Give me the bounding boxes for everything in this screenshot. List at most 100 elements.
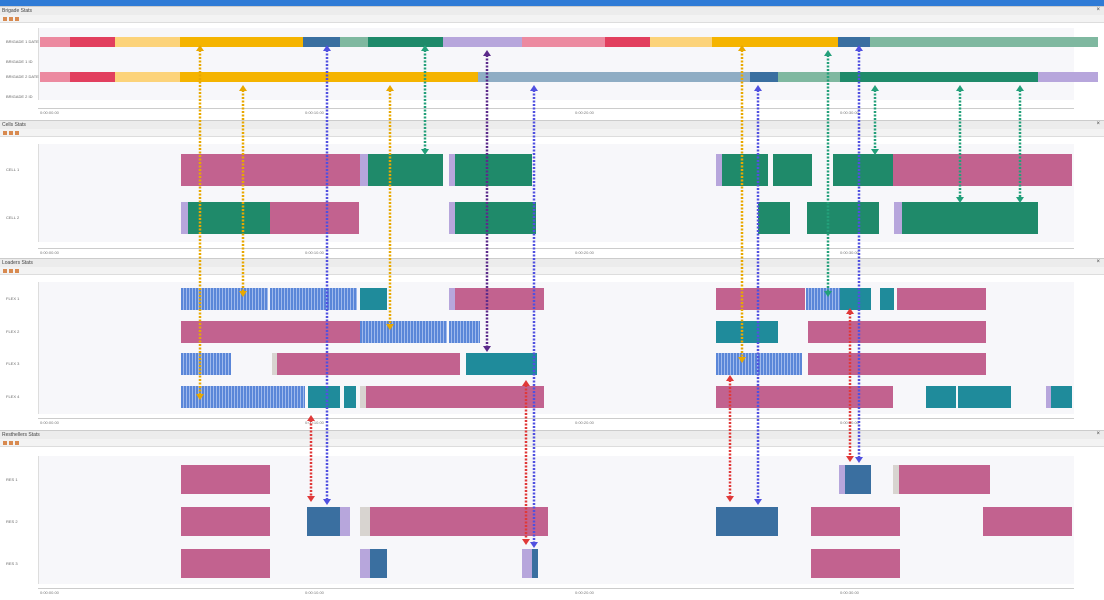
timeline-segment[interactable] xyxy=(532,549,538,578)
timeline-segment[interactable] xyxy=(360,507,370,536)
timeline-segment[interactable] xyxy=(181,549,270,578)
timeline-segment[interactable] xyxy=(894,202,902,234)
timeline-segment[interactable] xyxy=(1046,386,1051,408)
timeline-segment[interactable] xyxy=(344,386,356,408)
timeline-segment[interactable] xyxy=(758,202,790,234)
close-icon[interactable]: × xyxy=(1096,259,1100,265)
zoom-in-icon[interactable] xyxy=(3,16,7,21)
timeline-segment[interactable] xyxy=(893,154,1072,186)
timeline-segment[interactable] xyxy=(716,386,893,408)
timeline-segment[interactable] xyxy=(366,386,544,408)
timeline-segment[interactable] xyxy=(982,202,1038,234)
timeline-segment[interactable] xyxy=(850,202,879,234)
timeline-segment[interactable] xyxy=(70,37,115,47)
timeline-segment[interactable] xyxy=(838,37,870,47)
timeline-segment[interactable] xyxy=(180,37,303,47)
timeline-segment[interactable] xyxy=(115,72,180,82)
reset-icon[interactable] xyxy=(15,440,19,445)
timeline-segment[interactable] xyxy=(833,154,893,186)
zoom-out-icon[interactable] xyxy=(9,268,13,273)
timeline-segment[interactable] xyxy=(455,202,536,234)
timeline-segment[interactable] xyxy=(40,37,70,47)
timeline-segment[interactable] xyxy=(899,465,990,494)
timeline-segment[interactable] xyxy=(750,72,778,82)
timeline-segment[interactable] xyxy=(270,202,359,234)
timeline-segment[interactable] xyxy=(808,353,986,375)
timeline-segment[interactable] xyxy=(40,72,70,82)
timeline-segment[interactable] xyxy=(712,37,838,47)
timeline-segment[interactable] xyxy=(897,288,986,310)
panel-header[interactable]: Brigade Stats × xyxy=(0,7,1104,15)
zoom-out-icon[interactable] xyxy=(9,130,13,135)
timeline-segment[interactable] xyxy=(845,465,871,494)
timeline-segment[interactable] xyxy=(360,321,447,343)
timeline-segment[interactable] xyxy=(370,507,548,536)
timeline-segment[interactable] xyxy=(840,72,1038,82)
timeline-segment[interactable] xyxy=(522,37,605,47)
timeline-segment[interactable] xyxy=(893,465,899,494)
reset-icon[interactable] xyxy=(15,16,19,21)
timeline-segment[interactable] xyxy=(115,37,180,47)
timeline-segment[interactable] xyxy=(650,37,712,47)
timeline-segment[interactable] xyxy=(475,37,522,47)
zoom-out-icon[interactable] xyxy=(9,16,13,21)
timeline-segment[interactable] xyxy=(1038,72,1098,82)
timeline-segment[interactable] xyxy=(1051,386,1072,408)
timeline-segment[interactable] xyxy=(181,321,360,343)
timeline-segment[interactable] xyxy=(368,37,443,47)
timeline-segment[interactable] xyxy=(308,386,340,408)
timeline-segment[interactable] xyxy=(272,353,277,375)
timeline-segment[interactable] xyxy=(807,202,850,234)
timeline-segment[interactable] xyxy=(902,202,982,234)
close-icon[interactable]: × xyxy=(1096,121,1100,127)
timeline-segment[interactable] xyxy=(811,549,900,578)
timeline-segment[interactable] xyxy=(466,353,537,375)
timeline-segment[interactable] xyxy=(449,321,480,343)
timeline-segment[interactable] xyxy=(449,288,455,310)
panel-header[interactable]: Loaders Stats × xyxy=(0,259,1104,267)
zoom-out-icon[interactable] xyxy=(9,440,13,445)
timeline-segment[interactable] xyxy=(277,353,460,375)
timeline-segment[interactable] xyxy=(181,353,231,375)
close-icon[interactable]: × xyxy=(1096,431,1100,437)
timeline-segment[interactable] xyxy=(368,154,443,186)
timeline-segment[interactable] xyxy=(360,549,370,578)
timeline-segment[interactable] xyxy=(716,288,805,310)
timeline-segment[interactable] xyxy=(722,154,768,186)
timeline-segment[interactable] xyxy=(340,37,368,47)
timeline-segment[interactable] xyxy=(181,386,305,408)
timeline-segment[interactable] xyxy=(181,154,360,186)
timeline-segment[interactable] xyxy=(181,507,270,536)
timeline-segment[interactable] xyxy=(303,37,340,47)
timeline-segment[interactable] xyxy=(926,386,956,408)
timeline-segment[interactable] xyxy=(811,507,900,536)
timeline-segment[interactable] xyxy=(307,507,340,536)
zoom-in-icon[interactable] xyxy=(3,268,7,273)
timeline-segment[interactable] xyxy=(778,72,840,82)
timeline-segment[interactable] xyxy=(340,507,350,536)
timeline-segment[interactable] xyxy=(360,386,366,408)
timeline-segment[interactable] xyxy=(773,154,812,186)
timeline-segment[interactable] xyxy=(840,288,871,310)
reset-icon[interactable] xyxy=(15,130,19,135)
timeline-segment[interactable] xyxy=(181,288,268,310)
timeline-segment[interactable] xyxy=(180,72,478,82)
panel-header[interactable]: Cells Stats × xyxy=(0,121,1104,129)
timeline-segment[interactable] xyxy=(449,154,455,186)
timeline-segment[interactable] xyxy=(443,37,475,47)
timeline-segment[interactable] xyxy=(360,288,387,310)
timeline-segment[interactable] xyxy=(181,202,188,234)
timeline-segment[interactable] xyxy=(870,37,1098,47)
timeline-segment[interactable] xyxy=(716,321,778,343)
timeline-segment[interactable] xyxy=(455,154,532,186)
timeline-segment[interactable] xyxy=(449,202,455,234)
timeline-segment[interactable] xyxy=(455,288,544,310)
timeline-segment[interactable] xyxy=(839,465,845,494)
timeline-segment[interactable] xyxy=(958,386,1011,408)
timeline-segment[interactable] xyxy=(370,549,387,578)
panel-header[interactable]: Resthellers Stats × xyxy=(0,431,1104,439)
zoom-in-icon[interactable] xyxy=(3,130,7,135)
timeline-segment[interactable] xyxy=(983,507,1072,536)
close-icon[interactable]: × xyxy=(1096,7,1100,13)
timeline-segment[interactable] xyxy=(188,202,270,234)
